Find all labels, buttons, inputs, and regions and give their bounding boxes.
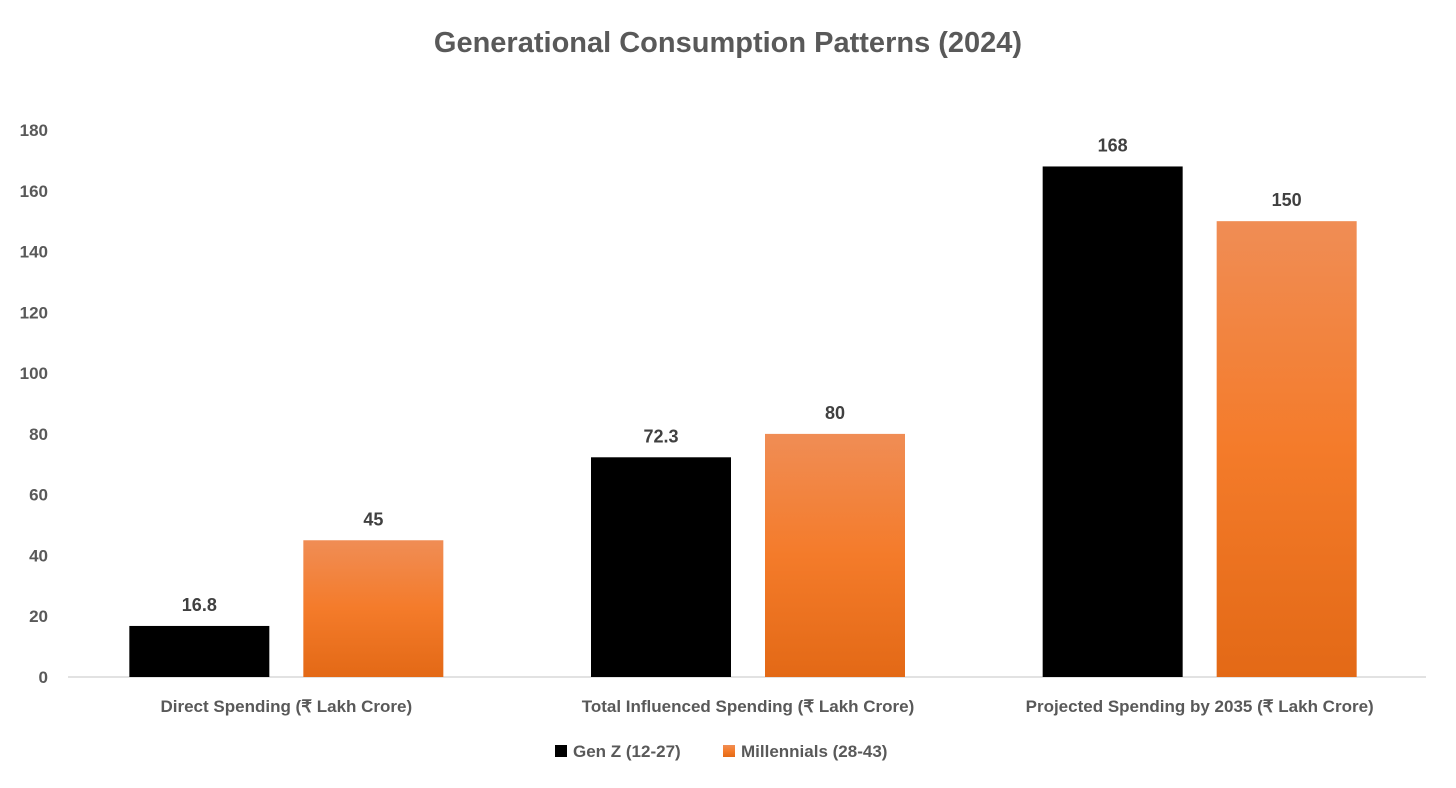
bar-gen-z bbox=[1042, 166, 1183, 677]
chart-title: Generational Consumption Patterns (2024) bbox=[434, 27, 1022, 59]
data-label: 45 bbox=[363, 509, 383, 529]
x-category-label: Total Influenced Spending (₹ Lakh Crore) bbox=[582, 697, 915, 716]
data-label: 80 bbox=[825, 403, 845, 423]
bar-millennials bbox=[303, 540, 444, 677]
y-tick-label: 180 bbox=[20, 121, 48, 140]
y-tick-label: 120 bbox=[20, 303, 48, 322]
data-label: 168 bbox=[1098, 135, 1128, 155]
bar-millennials bbox=[1216, 221, 1357, 677]
data-label: 16.8 bbox=[182, 595, 217, 615]
y-tick-label: 80 bbox=[29, 425, 48, 444]
data-label: 72.3 bbox=[643, 426, 678, 446]
y-tick-label: 160 bbox=[20, 182, 48, 201]
legend-label: Millennials (28-43) bbox=[741, 742, 887, 761]
y-tick-label: 40 bbox=[29, 546, 48, 565]
y-tick-label: 20 bbox=[29, 607, 48, 626]
x-category-label: Direct Spending (₹ Lakh Crore) bbox=[160, 697, 412, 716]
x-category-label: Projected Spending by 2035 (₹ Lakh Crore… bbox=[1026, 697, 1374, 716]
bar-gen-z bbox=[129, 625, 270, 677]
bar-millennials bbox=[765, 433, 905, 677]
legend-swatch-gen-z bbox=[555, 745, 567, 757]
y-tick-label: 0 bbox=[39, 668, 48, 687]
y-tick-label: 60 bbox=[29, 486, 48, 505]
y-tick-label: 140 bbox=[20, 243, 48, 262]
bar-gen-z bbox=[591, 457, 731, 677]
legend-swatch-millennials bbox=[723, 745, 735, 757]
y-tick-label: 100 bbox=[20, 364, 48, 383]
data-label: 150 bbox=[1272, 190, 1302, 210]
legend-label: Gen Z (12-27) bbox=[573, 742, 681, 761]
